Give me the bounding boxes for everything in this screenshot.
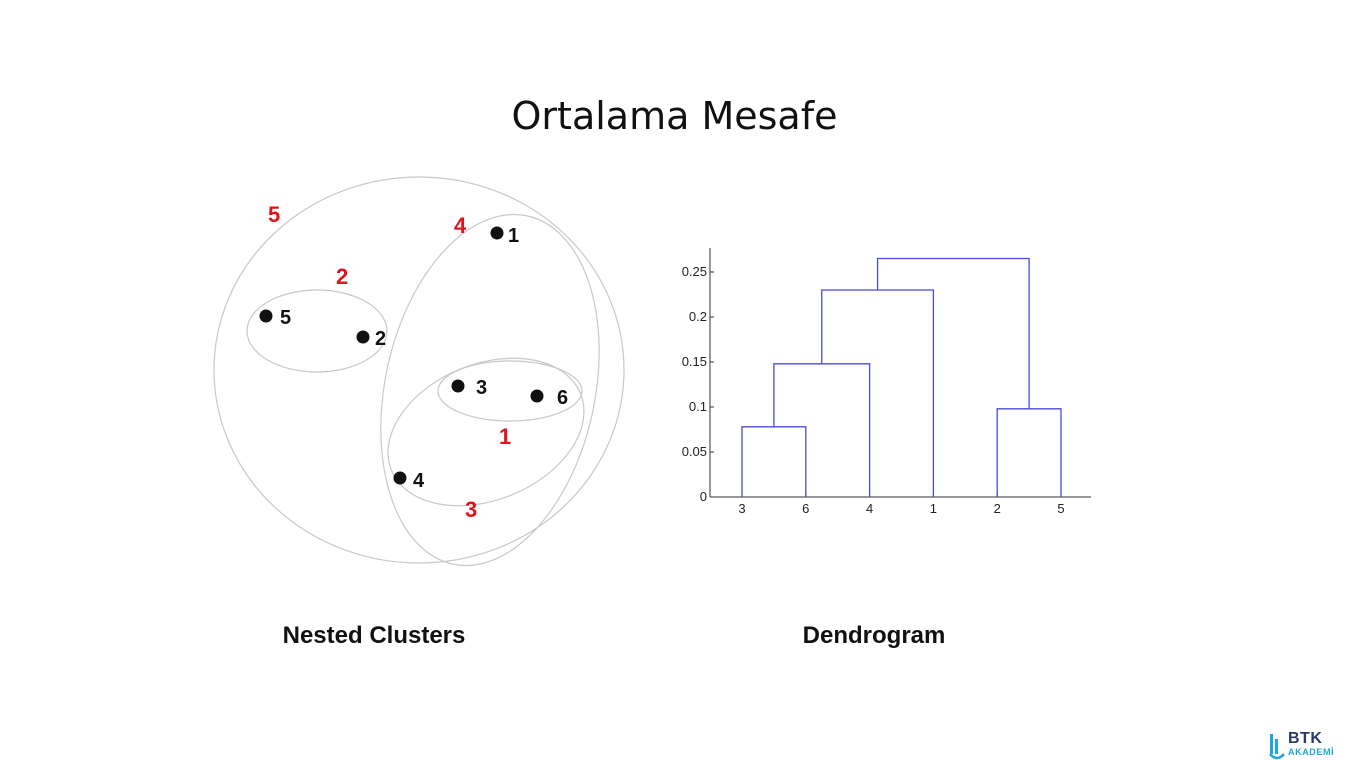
point-label: 4 xyxy=(413,470,425,492)
leaf-label: 4 xyxy=(866,501,873,516)
cluster-outline-5 xyxy=(213,176,625,564)
cluster-outline-2 xyxy=(246,289,388,373)
dendrogram-link xyxy=(741,426,807,497)
btk-akademi-logo: BTK AKADEMİ xyxy=(1268,730,1348,760)
point-1 xyxy=(490,226,504,240)
point-4 xyxy=(393,471,407,485)
y-tick-label: 0.2 xyxy=(689,309,707,324)
point-5 xyxy=(259,309,273,323)
cluster-label: 2 xyxy=(336,264,348,289)
cluster-label: 4 xyxy=(454,213,467,238)
dendrogram-link xyxy=(876,257,1030,409)
slide-title: Ortalama Mesafe xyxy=(511,94,838,138)
point-label: 5 xyxy=(280,307,291,329)
dendrogram-link xyxy=(821,289,935,497)
leaf-label: 6 xyxy=(802,501,809,516)
cluster-label: 5 xyxy=(268,202,280,227)
point-label: 6 xyxy=(557,387,568,409)
point-2 xyxy=(356,330,370,344)
y-tick-label: 0.1 xyxy=(689,399,707,414)
cluster-outline-1 xyxy=(437,360,583,422)
point-label: 1 xyxy=(508,225,519,247)
logo-subtext: AKADEMİ xyxy=(1288,747,1335,757)
cluster-outline-3 xyxy=(387,357,585,507)
y-tick-label: 0 xyxy=(700,489,707,504)
cluster-outline-4 xyxy=(380,213,600,567)
point-label: 2 xyxy=(375,328,386,350)
y-tick-label: 0.05 xyxy=(682,444,707,459)
leaf-label: 2 xyxy=(994,501,1001,516)
cluster-label: 3 xyxy=(465,497,477,522)
leaf-label: 3 xyxy=(738,501,745,516)
leaf-label: 5 xyxy=(1057,501,1064,516)
cluster-label: 1 xyxy=(499,424,511,449)
dendrogram-chart: 0 0.05 0.1 0.15 0.2 0.25 3 6 4 1 2 5 xyxy=(682,248,1091,516)
dendrogram-caption: Dendrogram xyxy=(802,622,946,649)
point-6 xyxy=(530,389,544,403)
y-tick-label: 0.25 xyxy=(682,264,707,279)
logo-text: BTK xyxy=(1288,730,1323,747)
point-label: 3 xyxy=(476,377,487,399)
y-tick-label: 0.15 xyxy=(682,354,707,369)
dendrogram-link xyxy=(773,363,871,497)
nested-clusters-caption: Nested Clusters xyxy=(282,622,466,649)
logo-mark-icon xyxy=(1269,734,1285,760)
point-3 xyxy=(451,379,465,393)
leaf-label: 1 xyxy=(930,501,937,516)
dendrogram-link xyxy=(996,408,1062,497)
